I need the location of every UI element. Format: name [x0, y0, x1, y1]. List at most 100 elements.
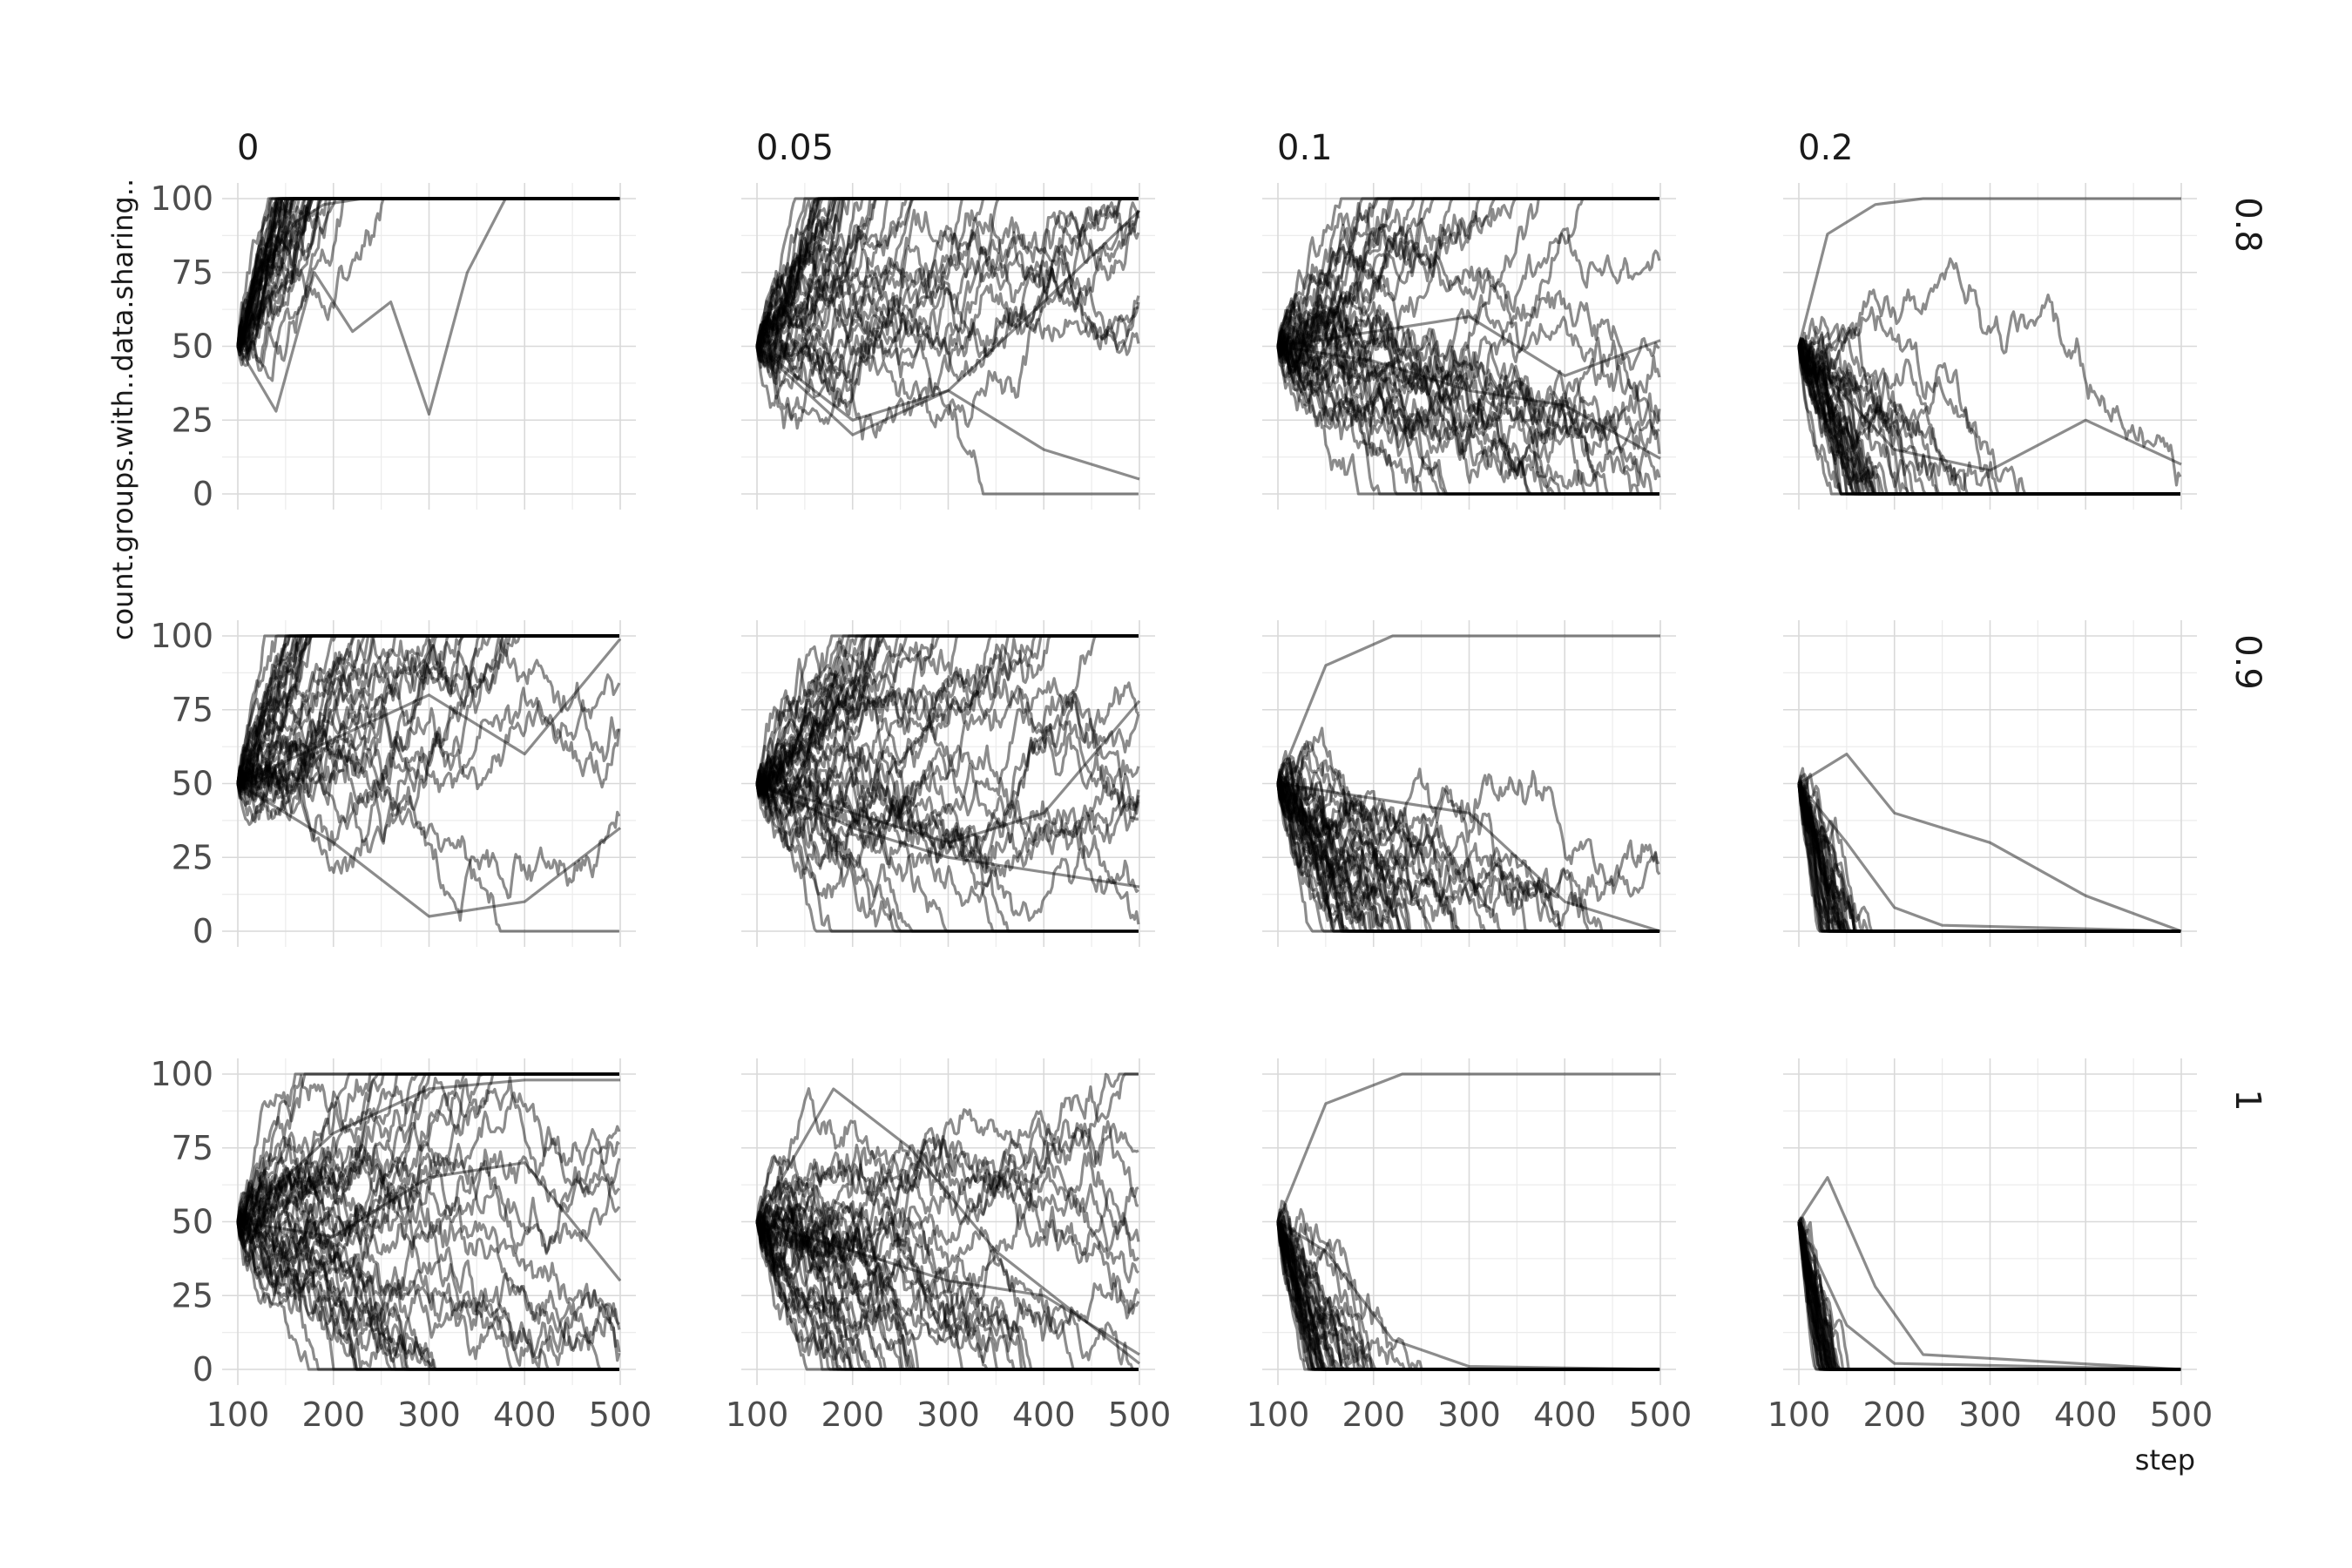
run-line — [1797, 767, 2180, 933]
run-line — [755, 197, 1139, 347]
run-line — [1276, 749, 1661, 895]
run-line — [236, 1072, 619, 1222]
run-line — [1276, 783, 1659, 933]
panel-1-0.1 — [1262, 1058, 1676, 1385]
x-tick-label: 300 — [397, 1396, 461, 1434]
run-line — [1276, 781, 1659, 933]
run-line — [1798, 306, 2180, 496]
run-line — [1797, 1221, 2180, 1371]
run-line — [1276, 750, 1659, 933]
run-line — [1276, 335, 1659, 496]
run-line — [236, 197, 619, 352]
run-line — [756, 1206, 1139, 1371]
run-line — [236, 1072, 619, 1247]
run-line — [1797, 340, 2180, 496]
run-line — [755, 1117, 1140, 1262]
run-line — [1276, 778, 1659, 933]
series-line — [1276, 1072, 1660, 1223]
run-line — [755, 1193, 1139, 1371]
run-line — [1277, 308, 1659, 496]
x-tick-label: 500 — [589, 1396, 652, 1434]
run-line — [1797, 783, 2180, 933]
y-tick-label: 50 — [172, 765, 213, 803]
run-line — [236, 197, 619, 347]
run-line — [1276, 333, 1659, 496]
run-line — [236, 197, 619, 347]
run-line — [1276, 1221, 1659, 1371]
run-line — [236, 197, 619, 368]
run-line — [1277, 781, 1659, 933]
run-line — [1276, 197, 1659, 378]
panel-1-0.05 — [741, 1058, 1155, 1385]
run-line — [1276, 1221, 1659, 1371]
run-line — [1277, 1220, 1659, 1371]
run-line — [1797, 783, 2180, 933]
run-line — [236, 197, 619, 347]
run-line — [237, 634, 619, 787]
run-line — [755, 1138, 1140, 1274]
panel-0.8-0.1 — [1262, 183, 1676, 510]
run-line — [755, 197, 1139, 347]
run-line — [1797, 345, 2180, 496]
run-line — [237, 197, 619, 348]
run-line — [1797, 783, 2180, 933]
series-line — [237, 638, 622, 785]
run-line — [755, 197, 1139, 348]
run-line — [1797, 783, 2180, 933]
run-line — [236, 1189, 619, 1371]
run-line — [755, 1207, 1139, 1371]
run-line — [1798, 1220, 2180, 1371]
run-line — [755, 634, 1139, 799]
run-line — [1276, 1203, 1659, 1371]
run-line — [756, 197, 1139, 348]
run-line — [236, 197, 619, 350]
run-line — [1277, 345, 1659, 496]
run-line — [1276, 197, 1659, 376]
x-tick-label: 200 — [301, 1396, 365, 1434]
run-line — [237, 197, 619, 348]
run-line — [755, 634, 1139, 791]
panel-1-0 — [222, 1058, 636, 1385]
run-line — [1797, 783, 2180, 933]
run-line — [1797, 346, 2180, 496]
run-line — [1276, 1221, 1659, 1371]
run-line — [756, 634, 1139, 786]
series-line — [1797, 782, 2182, 933]
run-line — [1797, 346, 2180, 496]
run-line — [1276, 754, 1659, 933]
run-line — [1797, 346, 2180, 496]
run-line — [755, 1221, 1139, 1371]
run-line — [1797, 782, 2180, 933]
x-axis-title: step — [2135, 1443, 2195, 1477]
run-line — [1797, 346, 2180, 496]
run-line — [1276, 775, 1659, 933]
run-line — [1276, 1221, 1659, 1371]
run-line — [756, 742, 1140, 868]
run-line — [236, 1072, 619, 1230]
y-axis-title: count.groups.with..data.sharing.. — [106, 179, 139, 640]
run-line — [1276, 1221, 1659, 1371]
run-line — [755, 197, 1139, 347]
run-line — [1797, 337, 2180, 496]
run-line — [236, 197, 619, 347]
run-line — [236, 197, 619, 347]
run-line — [755, 1218, 1139, 1371]
run-line — [1276, 1220, 1659, 1371]
run-line — [1797, 783, 2180, 933]
run-line — [236, 1072, 619, 1233]
y-tick-label: 75 — [172, 691, 213, 729]
run-line — [1797, 341, 2180, 496]
series-line — [1797, 197, 2181, 347]
run-line — [1276, 1221, 1659, 1371]
run-line — [755, 1134, 1139, 1284]
run-line — [1797, 783, 2180, 933]
run-line — [1797, 1221, 2180, 1371]
run-line — [1797, 346, 2180, 496]
run-line — [236, 197, 619, 348]
run-line — [1797, 346, 2180, 496]
run-line — [1276, 1221, 1659, 1371]
run-line — [236, 634, 619, 784]
series-line — [756, 700, 1141, 844]
run-line — [756, 1196, 1140, 1331]
run-line — [1276, 1219, 1659, 1371]
